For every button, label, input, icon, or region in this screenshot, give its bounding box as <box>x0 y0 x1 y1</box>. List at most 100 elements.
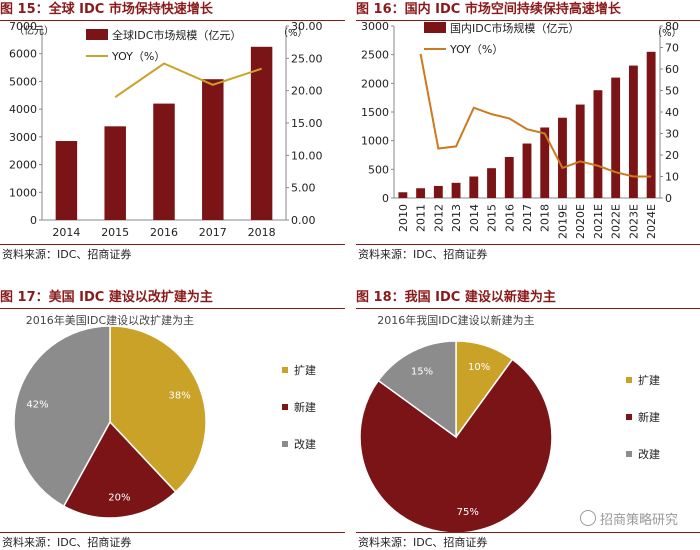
bar <box>504 157 514 198</box>
wechat-icon <box>579 510 596 526</box>
bar <box>153 103 175 220</box>
figure-17-title-rule <box>0 308 345 309</box>
y-right-tick-label: 60 <box>665 63 679 76</box>
bar <box>469 176 479 198</box>
y-left-tick-label: 6000 <box>9 48 37 61</box>
bar <box>558 117 567 198</box>
x-tick-label: 2020E <box>574 204 587 239</box>
pie-slice-label: 42% <box>26 399 48 410</box>
figure-17-source-rule <box>0 532 345 533</box>
bar <box>628 65 638 198</box>
legend-label: 新建 <box>638 410 660 424</box>
y-right-tick-label: 10 <box>665 171 679 184</box>
figure-18-panel: 图 18：我国 IDC 建设以新建为主 2016年我国IDC建设以新建为主 10%… <box>356 288 700 550</box>
figure-17-title: 图 17：美国 IDC 建设以改扩建为主 <box>0 290 213 305</box>
y-right-tick-label: 20 <box>665 149 679 162</box>
x-tick-label: 2012 <box>432 204 445 232</box>
legend-swatch <box>282 404 288 410</box>
y-right-tick-label: 0 <box>665 192 672 205</box>
bar <box>593 90 603 198</box>
figure-16-chart: 0 500 1000 1500 2000 2500 3000 0 10 20 30 40 50 60 70 8… <box>361 22 682 239</box>
y-left-tick-label: 2000 <box>9 159 37 172</box>
x-tick-label: 2022E <box>610 204 623 239</box>
figure-16-panel: 图 16：国内 IDC 市场空间持续保持高速增长 0 500 1000 1500 200… <box>356 0 700 270</box>
x-tick-label: 2014 <box>52 226 80 239</box>
bar <box>433 185 443 198</box>
figure-15-source: 资料来源：IDC、招商证券 <box>2 248 132 261</box>
figure-15-title: 图 15：全球 IDC 市场保持快速增长 <box>0 2 213 17</box>
figure-16-title: 图 16：国内 IDC 市场空间持续保持高速增长 <box>356 2 621 17</box>
bar <box>250 46 273 221</box>
y-left-tick-label: 2500 <box>361 49 389 62</box>
y-left-tick-label: 5000 <box>9 75 37 88</box>
figure-17-source: 资料来源：IDC、招商证券 <box>2 536 132 549</box>
y-right-tick-label: 15.00 <box>291 117 323 130</box>
figure-16-title-rule <box>356 20 700 21</box>
figure-18-source-rule <box>356 532 700 533</box>
bar <box>451 182 461 198</box>
figure-15-chart: 0 1000 2000 3000 4000 5000 6000 7000 0.00 5.00 10.… <box>9 22 323 239</box>
pie-title: 2016年我国IDC建设以新建为主 <box>377 313 534 327</box>
bar <box>104 126 126 220</box>
bar <box>522 143 532 198</box>
y-right-tick-label: 20.00 <box>291 85 323 98</box>
pie-slice-label: 75% <box>457 507 479 518</box>
pie-slice <box>109 325 207 494</box>
y-left-tick-label: 2000 <box>361 77 389 90</box>
legend-swatch <box>282 441 288 447</box>
x-tick-label: 2013 <box>450 204 463 232</box>
figure-18-title-rule <box>356 308 700 309</box>
watermark: 招商策略研究 <box>579 509 678 528</box>
legend-label-bar: 国内IDC市场规模（亿元） <box>450 22 579 35</box>
figure-18-source: 资料来源：IDC、招商证券 <box>358 536 488 549</box>
bar <box>55 141 78 220</box>
legend-label: 扩建 <box>294 363 316 377</box>
figure-15-source-rule <box>0 244 345 245</box>
x-tick-label: 2016 <box>503 204 516 232</box>
bar <box>575 104 585 198</box>
y-left-axis-label: （亿元） <box>14 24 54 37</box>
x-tick-label: 2014 <box>468 204 481 232</box>
x-tick-label: 2019E <box>556 204 569 239</box>
bar <box>398 192 408 198</box>
legend-swatch <box>626 451 632 457</box>
y-left-tick-label: 7000 <box>9 22 37 33</box>
y-right-axis-label: （%） <box>652 27 682 39</box>
watermark-text: 招商策略研究 <box>599 513 678 528</box>
y-right-tick-label: 25.00 <box>291 52 323 65</box>
figure-16-source: 资料来源：IDC、招商证券 <box>358 248 488 261</box>
x-tick-label: 2015 <box>486 204 499 232</box>
y-left-tick-label: 3000 <box>9 131 37 144</box>
legend-label: 改建 <box>294 437 316 451</box>
x-tick-label: 2018 <box>539 204 552 232</box>
y-right-tick-label: 30 <box>665 128 679 141</box>
pie-slice <box>62 420 177 519</box>
y-right-axis-label: （%） <box>278 27 308 39</box>
pie-slice-label: 38% <box>169 390 191 401</box>
legend-label-bar: 全球IDC市场规模（亿元） <box>112 28 241 42</box>
legend-swatch <box>282 367 288 373</box>
y-left-tick-label: 3000 <box>361 22 389 33</box>
y-right-tick-label: 5.00 <box>291 182 316 195</box>
bar <box>416 188 426 198</box>
y-left-tick-label: 0 <box>382 192 389 205</box>
figure-17-panel: 图 17：美国 IDC 建设以改扩建为主 2016年美国IDC建设以改扩建为主 3… <box>0 288 345 550</box>
figure-15-title-rule <box>0 20 345 21</box>
pie-slice-label: 20% <box>108 492 130 503</box>
y-right-tick-label: 40 <box>665 106 679 119</box>
bar <box>540 127 550 198</box>
y-right-tick-label: 30.00 <box>291 22 323 33</box>
legend-label: 改建 <box>638 447 660 461</box>
x-tick-label: 2024E <box>645 204 658 239</box>
y-left-tick-label: 1000 <box>361 135 389 148</box>
legend-label-line: YOY（%） <box>449 43 503 56</box>
yoy-line <box>114 62 262 98</box>
x-tick-label: 2011 <box>415 204 428 232</box>
y-right-tick-label: 0.00 <box>291 214 316 227</box>
y-left-tick-label: 1000 <box>9 186 37 199</box>
legend-swatch-bar <box>86 29 108 40</box>
y-left-tick-label: 4000 <box>9 103 37 116</box>
x-tick-label: 2016 <box>150 226 178 239</box>
y-right-tick-label: 50 <box>665 85 679 98</box>
x-tick-label: 2017 <box>521 204 534 232</box>
